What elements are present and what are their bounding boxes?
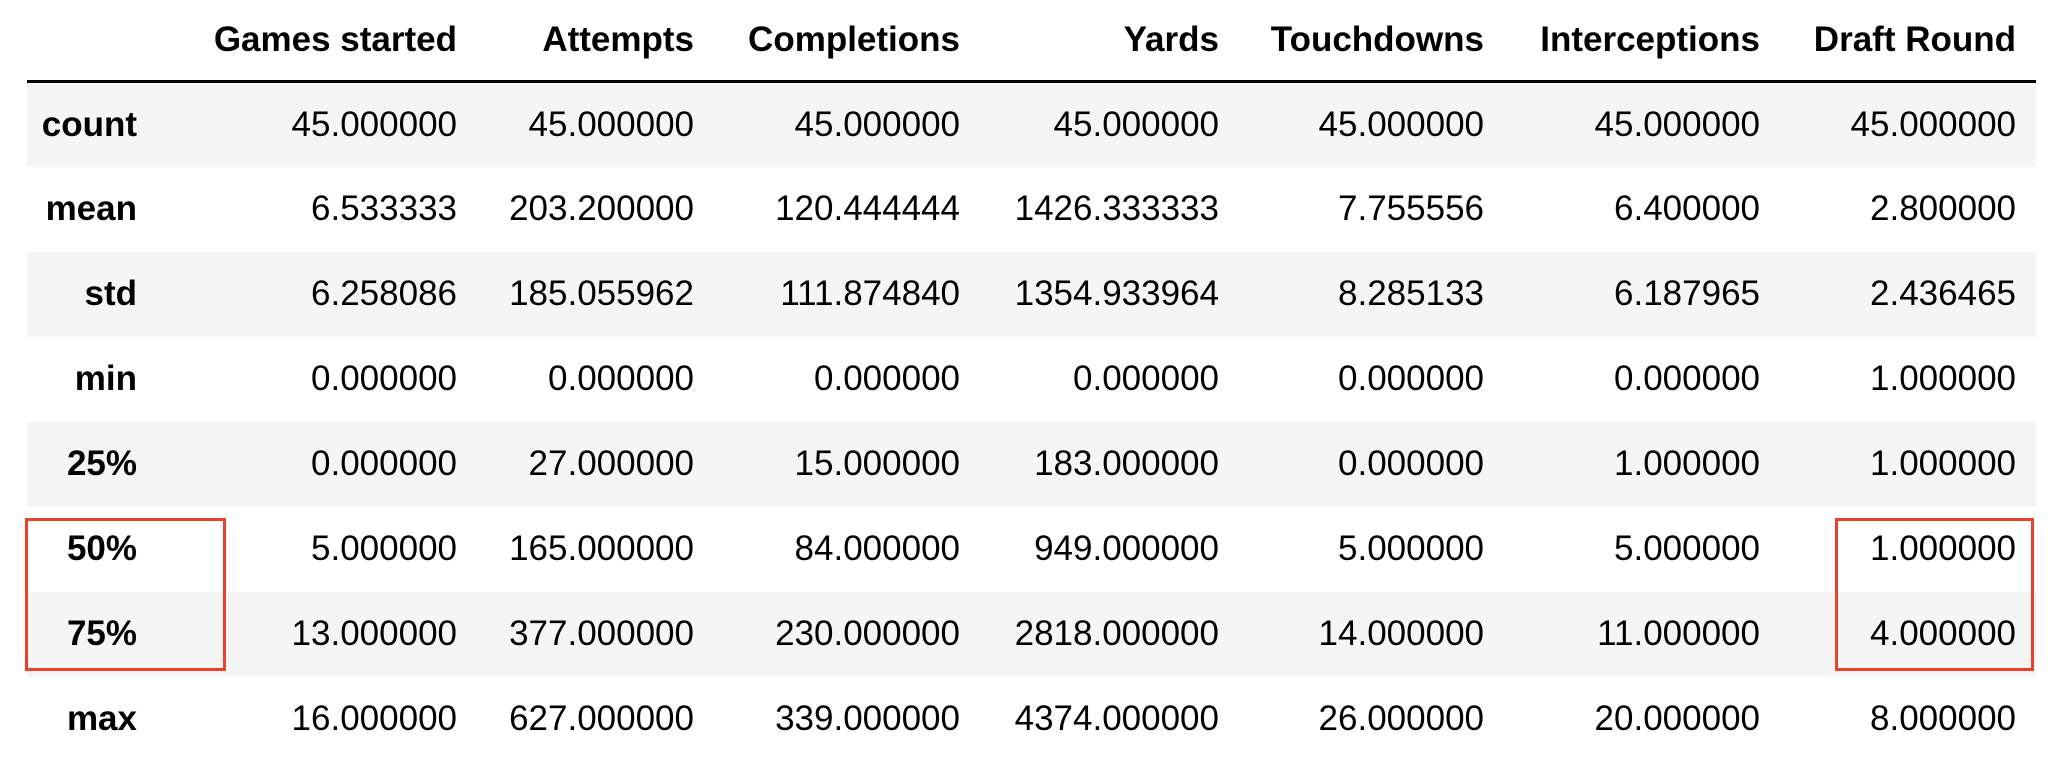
row-index-label: mean	[45, 189, 137, 228]
header-row: Games started Attempts Completions Yards…	[27, 0, 2036, 83]
column-header: Completions	[714, 0, 980, 83]
table-cell: 13.000000	[291, 614, 457, 653]
table-cell: 949.000000	[1034, 529, 1219, 568]
table-cell: 2.800000	[1870, 189, 2016, 228]
table-cell: 6.400000	[1614, 189, 1760, 228]
table-cell: 6.258086	[311, 274, 457, 313]
table-body: count 45.000000 45.000000 45.000000 45.00000…	[27, 81, 2036, 762]
table-cell: 16.000000	[291, 699, 457, 738]
table-cell: 0.000000	[1614, 359, 1760, 398]
table-cell: 1.000000	[1870, 359, 2016, 398]
column-header: Games started	[157, 0, 477, 83]
table-cell: 2818.000000	[1014, 614, 1219, 653]
table-cell: 165.000000	[509, 529, 694, 568]
table-row: max 16.000000 627.000000 339.000000 4374.000…	[27, 676, 2036, 762]
table-row: mean 6.533333 203.200000 120.444444 1426.333…	[27, 166, 2036, 252]
table-cell: 0.000000	[311, 444, 457, 483]
table-cell: 27.000000	[528, 444, 694, 483]
table-cell: 45.000000	[1053, 104, 1219, 144]
column-header: Interceptions	[1504, 0, 1780, 83]
table-cell: 45.000000	[794, 104, 960, 144]
table-cell: 8.285133	[1338, 274, 1484, 313]
table-cell: 7.755556	[1338, 189, 1484, 228]
table-row: 75% 13.000000 377.000000 230.000000 2818.000…	[27, 591, 2036, 677]
table-cell: 5.000000	[1614, 529, 1760, 568]
table-cell: 26.000000	[1318, 699, 1484, 738]
table-cell: 5.000000	[1338, 529, 1484, 568]
table-cell: 0.000000	[814, 359, 960, 398]
table-row: count 45.000000 45.000000 45.000000 45.00000…	[27, 81, 2036, 167]
column-header: Yards	[980, 0, 1239, 83]
table-cell: 20.000000	[1594, 699, 1760, 738]
table-cell: 84.000000	[794, 529, 960, 568]
table-row: 50% 5.000000 165.000000 84.000000 949.000000…	[27, 506, 2036, 592]
column-header: Attempts	[477, 0, 714, 83]
table-row: std 6.258086 185.055962 111.874840 1354.9339…	[27, 251, 2036, 337]
row-index-label: 25%	[66, 444, 137, 483]
row-index-label: count	[41, 104, 137, 144]
table-cell: 1354.933964	[1014, 274, 1219, 313]
table-cell: 6.187965	[1614, 274, 1760, 313]
table-cell: 203.200000	[509, 189, 694, 228]
table-cell: 45.000000	[1850, 104, 2016, 144]
table-cell: 4.000000	[1870, 614, 2016, 653]
table-cell: 0.000000	[1338, 359, 1484, 398]
table-cell: 111.874840	[780, 274, 960, 313]
describe-stats-table: Games started Attempts Completions Yards…	[27, 0, 2036, 762]
table-cell: 15.000000	[794, 444, 960, 483]
table-cell: 0.000000	[1338, 444, 1484, 483]
table-cell: 377.000000	[509, 614, 694, 653]
table-cell: 183.000000	[1034, 444, 1219, 483]
table-row: min 0.000000 0.000000 0.000000 0.000000 0.000…	[27, 336, 2036, 422]
table-cell: 1.000000	[1614, 444, 1760, 483]
table-cell: 339.000000	[775, 699, 960, 738]
table-cell: 45.000000	[291, 104, 457, 144]
table-cell: 6.533333	[311, 189, 457, 228]
row-index-label: std	[84, 274, 138, 313]
table-header: Games started Attempts Completions Yards…	[27, 0, 2036, 83]
table-cell: 45.000000	[528, 104, 694, 144]
row-index-label: 75%	[66, 614, 137, 653]
describe-table-container: Games started Attempts Completions Yards…	[27, 0, 2036, 762]
row-index-label: min	[74, 359, 137, 398]
column-header: Touchdowns	[1239, 0, 1504, 83]
table-cell: 120.444444	[775, 189, 960, 228]
table-cell: 0.000000	[311, 359, 457, 398]
table-cell: 1.000000	[1870, 529, 2016, 568]
column-header: Draft Round	[1780, 0, 2036, 83]
table-cell: 11.000000	[1597, 614, 1760, 653]
table-cell: 1426.333333	[1014, 189, 1219, 228]
table-cell: 1.000000	[1870, 444, 2016, 483]
row-index-label: max	[66, 699, 137, 738]
table-row: 25% 0.000000 27.000000 15.000000 183.000000 0…	[27, 421, 2036, 507]
table-cell: 0.000000	[548, 359, 694, 398]
table-cell: 185.055962	[509, 274, 694, 313]
table-cell: 4374.000000	[1014, 699, 1219, 738]
table-cell: 230.000000	[775, 614, 960, 653]
table-cell: 8.000000	[1870, 699, 2016, 738]
row-index-label: 50%	[66, 529, 137, 568]
table-cell: 45.000000	[1318, 104, 1484, 144]
table-cell: 45.000000	[1594, 104, 1760, 144]
table-cell: 14.000000	[1318, 614, 1484, 653]
table-cell: 2.436465	[1870, 274, 2016, 313]
table-cell: 0.000000	[1073, 359, 1219, 398]
table-cell: 5.000000	[311, 529, 457, 568]
table-cell: 627.000000	[509, 699, 694, 738]
index-header	[27, 0, 157, 83]
